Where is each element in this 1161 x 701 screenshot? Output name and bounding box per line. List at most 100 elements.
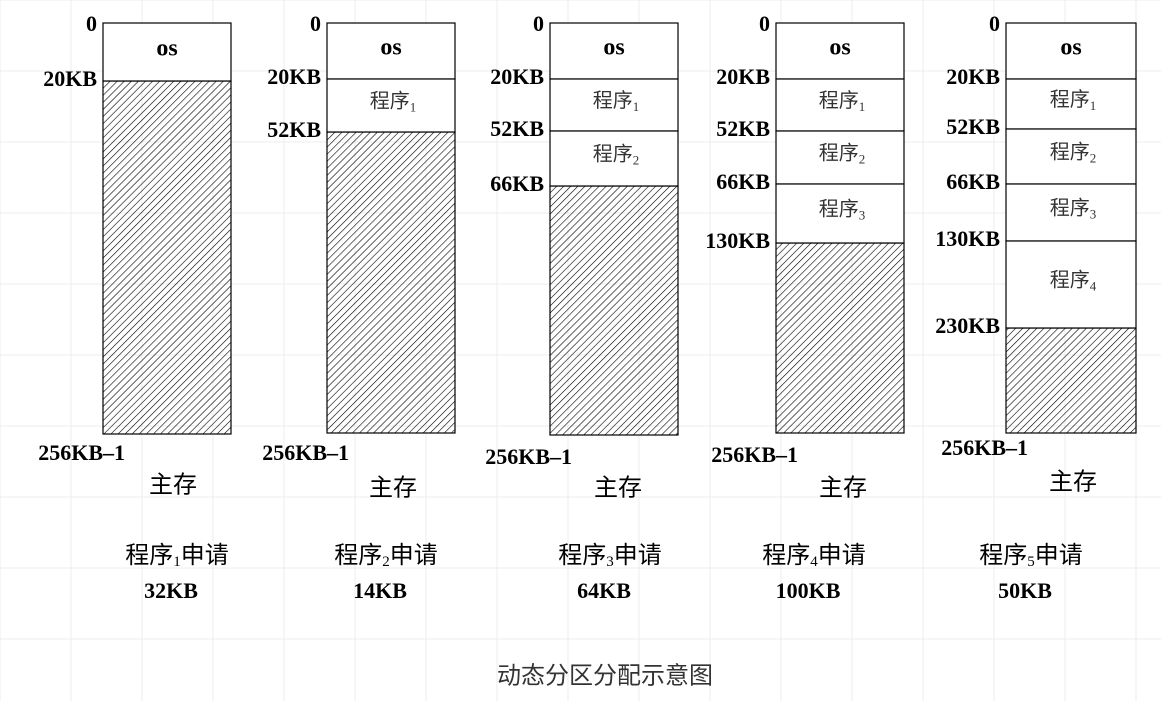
address-label: 130KB xyxy=(935,226,1000,251)
partition-label: 程序1 xyxy=(370,89,417,114)
request-label: 程序4申请 xyxy=(762,542,866,571)
address-label: 0 xyxy=(759,11,770,36)
request-label-suffix: 申请 xyxy=(1035,542,1083,569)
partition-label-text: 程序 xyxy=(1050,268,1090,291)
partition-label: 程序2 xyxy=(819,141,866,166)
partition-label-text: 程序 xyxy=(1050,88,1090,111)
partition-label-sub: 1 xyxy=(859,99,866,114)
request-size: 32KB xyxy=(144,578,198,603)
request-label-text: 程序 xyxy=(125,542,173,569)
partition xyxy=(549,22,679,80)
partition-label: os xyxy=(1060,35,1081,61)
partition xyxy=(1005,240,1137,329)
address-label: 256KB–1 xyxy=(711,442,798,467)
partition-label-text: 程序 xyxy=(370,89,410,112)
request-label: 程序2申请 xyxy=(334,542,438,571)
address-label: 256KB–1 xyxy=(941,435,1028,460)
request-label-sub: 1 xyxy=(173,554,181,570)
partition-label: 程序1 xyxy=(819,89,866,114)
free-area xyxy=(1005,327,1137,434)
free-area xyxy=(775,242,905,434)
address-label: 20KB xyxy=(490,64,544,89)
free-area xyxy=(102,80,232,435)
request-label-suffix: 申请 xyxy=(390,542,438,569)
address-label: 256KB–1 xyxy=(38,440,125,465)
memory-label: 主存 xyxy=(594,475,642,502)
partition-label-text: 程序 xyxy=(593,142,633,165)
request-label-suffix: 申请 xyxy=(818,542,866,569)
address-label: 66KB xyxy=(490,171,544,196)
memory-label: 主存 xyxy=(1049,469,1097,496)
request-label-text: 程序 xyxy=(334,542,382,569)
partition-label-sub: 1 xyxy=(633,99,640,114)
partition xyxy=(102,22,232,82)
free-area xyxy=(326,131,456,434)
request-label-suffix: 申请 xyxy=(614,542,662,569)
address-label: 20KB xyxy=(267,64,321,89)
partition-label-sub: 2 xyxy=(633,152,640,167)
partition-label-sub: 3 xyxy=(1090,206,1097,221)
address-label: 52KB xyxy=(946,114,1000,139)
partition-label-text: 程序 xyxy=(1050,140,1090,163)
partition-label-sub: 3 xyxy=(859,207,866,222)
address-label: 0 xyxy=(533,11,544,36)
request-label-text: 程序 xyxy=(979,542,1027,569)
memory-label: 主存 xyxy=(149,472,197,499)
request-label-text: 程序 xyxy=(558,542,606,569)
address-label: 130KB xyxy=(705,228,770,253)
free-area xyxy=(549,185,679,436)
address-label: 230KB xyxy=(935,313,1000,338)
request-label-sub: 2 xyxy=(382,554,390,570)
partition xyxy=(549,130,679,187)
partition-label-sub: 4 xyxy=(1090,278,1097,293)
partition-label-text: 程序 xyxy=(819,89,859,112)
memory-label: 主存 xyxy=(369,475,417,502)
partition-label-sub: 2 xyxy=(1090,150,1097,165)
address-label: 0 xyxy=(86,11,97,36)
request-label-sub: 5 xyxy=(1027,554,1035,570)
partition xyxy=(775,22,905,80)
address-label: 52KB xyxy=(267,117,321,142)
address-label: 0 xyxy=(310,11,321,36)
address-label: 52KB xyxy=(490,116,544,141)
partition xyxy=(1005,128,1137,185)
partition-label: 程序1 xyxy=(593,89,640,114)
partition-label: 程序2 xyxy=(593,142,640,167)
request-label: 程序3申请 xyxy=(558,542,662,571)
address-label: 52KB xyxy=(716,116,770,141)
partition xyxy=(775,130,905,185)
address-label: 256KB–1 xyxy=(485,444,572,469)
partition xyxy=(549,78,679,132)
request-size: 64KB xyxy=(577,578,631,603)
request-size: 100KB xyxy=(776,578,841,603)
partition-label: 程序1 xyxy=(1050,88,1097,113)
request-label: 程序1申请 xyxy=(125,542,229,571)
partition-label-sub: 1 xyxy=(410,99,417,114)
request-label-sub: 4 xyxy=(810,554,818,570)
partition-label: os xyxy=(603,35,624,61)
partition-label-text: 程序 xyxy=(819,197,859,220)
address-label: 0 xyxy=(989,11,1000,36)
partition xyxy=(775,78,905,132)
partition-label-sub: 1 xyxy=(1090,98,1097,113)
address-label: 20KB xyxy=(946,64,1000,89)
partition xyxy=(775,183,905,244)
partition xyxy=(1005,183,1137,242)
partition-label: 程序3 xyxy=(819,197,866,222)
memory-label: 主存 xyxy=(819,475,867,502)
partition-label: 程序2 xyxy=(1050,140,1097,165)
request-size: 14KB xyxy=(353,578,407,603)
address-label: 66KB xyxy=(716,169,770,194)
caption: 动态分区分配示意图 xyxy=(497,663,713,690)
address-label: 256KB–1 xyxy=(262,440,349,465)
partition xyxy=(1005,78,1137,130)
partition-label: 程序4 xyxy=(1050,268,1097,293)
partition-label: 程序3 xyxy=(1050,196,1097,221)
partition-label: os xyxy=(380,35,401,61)
partition-label-text: 程序 xyxy=(819,141,859,164)
address-label: 20KB xyxy=(716,64,770,89)
partition-label-sub: 2 xyxy=(859,151,866,166)
address-label: 66KB xyxy=(946,169,1000,194)
request-label-text: 程序 xyxy=(762,542,810,569)
partition-label: os xyxy=(829,35,850,61)
